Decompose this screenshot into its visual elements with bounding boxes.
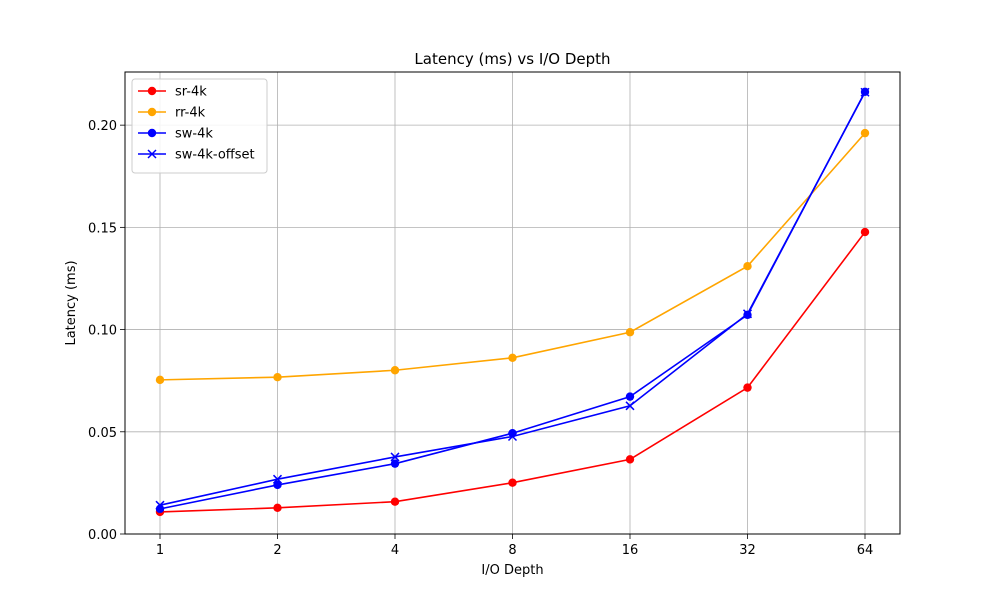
data-point	[625, 401, 635, 411]
y-tick-label: 0.10	[88, 324, 117, 339]
data-point	[743, 383, 752, 392]
data-point	[742, 309, 753, 319]
x-tick-label: 16	[622, 543, 639, 558]
y-tick-label: 0.15	[88, 221, 117, 236]
x-tick-label: 4	[391, 543, 399, 558]
data-point	[390, 459, 400, 468]
legend-item-sr-4k: sr-4k	[138, 85, 207, 100]
data-point	[860, 227, 870, 237]
data-point	[860, 128, 870, 138]
data-point	[508, 478, 517, 487]
y-tick-label: 0.20	[88, 119, 117, 134]
legend-item-sw-4k: sw-4k	[138, 127, 213, 142]
legend-item-rr-4k: rr-4k	[138, 106, 206, 121]
legend-label: sr-4k	[175, 85, 207, 100]
legend: sr-4k rr-4k sw-4k sw-4k-offset	[131, 78, 268, 174]
data-point	[507, 431, 518, 442]
x-tick-label: 1	[156, 543, 164, 558]
data-point	[390, 452, 400, 462]
data-point	[272, 474, 283, 484]
series-group	[155, 87, 870, 517]
y-axis-label: Latency (ms)	[64, 260, 79, 345]
legend-label: rr-4k	[175, 106, 206, 121]
x-tick-label: 32	[739, 543, 756, 558]
data-point	[860, 87, 870, 97]
legend-box	[131, 78, 268, 174]
x-tick-label: 8	[508, 543, 516, 558]
series-rr-4k	[155, 128, 870, 385]
data-point	[273, 503, 282, 513]
data-point	[743, 262, 752, 271]
y-tick-label: 0.05	[88, 426, 117, 441]
legend-item-sw-4k-offset: sw-4k-offset	[138, 148, 255, 163]
axis-ticks: 1 2 4 8 16 32 64 0.00 0.05 0.10 0.15 0.20	[88, 119, 873, 558]
data-point	[625, 328, 635, 337]
data-point	[390, 497, 400, 506]
data-point	[625, 455, 635, 464]
y-tick-label: 0.00	[88, 528, 117, 543]
data-point	[155, 375, 165, 385]
data-point	[273, 373, 282, 382]
chart-title: Latency (ms) vs I/O Depth	[414, 50, 610, 68]
legend-label: sw-4k-offset	[175, 148, 255, 163]
data-point	[273, 480, 282, 490]
data-point	[508, 353, 517, 362]
legend-label: sw-4k	[175, 127, 213, 142]
data-point	[155, 500, 165, 510]
x-tick-label: 2	[273, 543, 281, 558]
data-point	[625, 392, 635, 401]
x-tick-label: 64	[857, 543, 874, 558]
data-point	[390, 366, 400, 375]
series-sw-4k-offset	[155, 87, 870, 510]
x-axis-label: I/O Depth	[481, 563, 543, 578]
